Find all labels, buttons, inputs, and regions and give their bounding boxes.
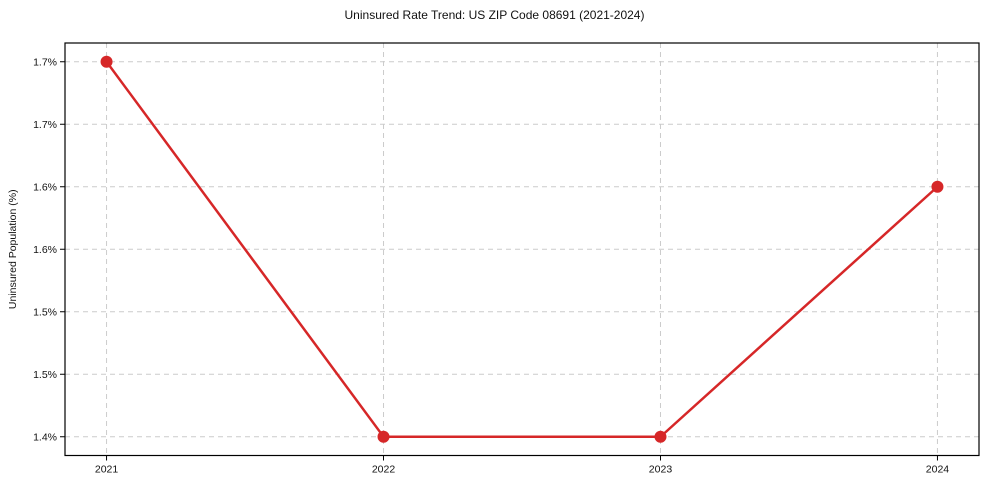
- chart-title: Uninsured Rate Trend: US ZIP Code 08691 …: [344, 8, 645, 22]
- plot-border: [64, 42, 980, 457]
- data-point-marker: [931, 180, 944, 193]
- y-tick-label: 1.7%: [33, 56, 57, 68]
- y-tick-label: 1.7%: [33, 119, 57, 131]
- y-tick-label: 1.5%: [33, 369, 57, 381]
- plot-area: [65, 43, 979, 456]
- y-tick-label: 1.4%: [33, 431, 57, 443]
- x-tick-label: 2021: [95, 464, 119, 476]
- data-point-marker: [654, 430, 667, 443]
- data-point-marker: [377, 430, 390, 443]
- x-tick-label: 2023: [649, 464, 673, 476]
- y-tick-label: 1.5%: [33, 306, 57, 318]
- x-tick-label: 2022: [372, 464, 396, 476]
- y-tick-label: 1.6%: [33, 244, 57, 256]
- trend-line: [105, 60, 939, 438]
- y-tick-label: 1.6%: [33, 181, 57, 193]
- data-point-marker: [100, 55, 113, 68]
- x-tick-label: 2024: [926, 464, 950, 476]
- y-axis-label: Uninsured Population (%): [7, 189, 19, 309]
